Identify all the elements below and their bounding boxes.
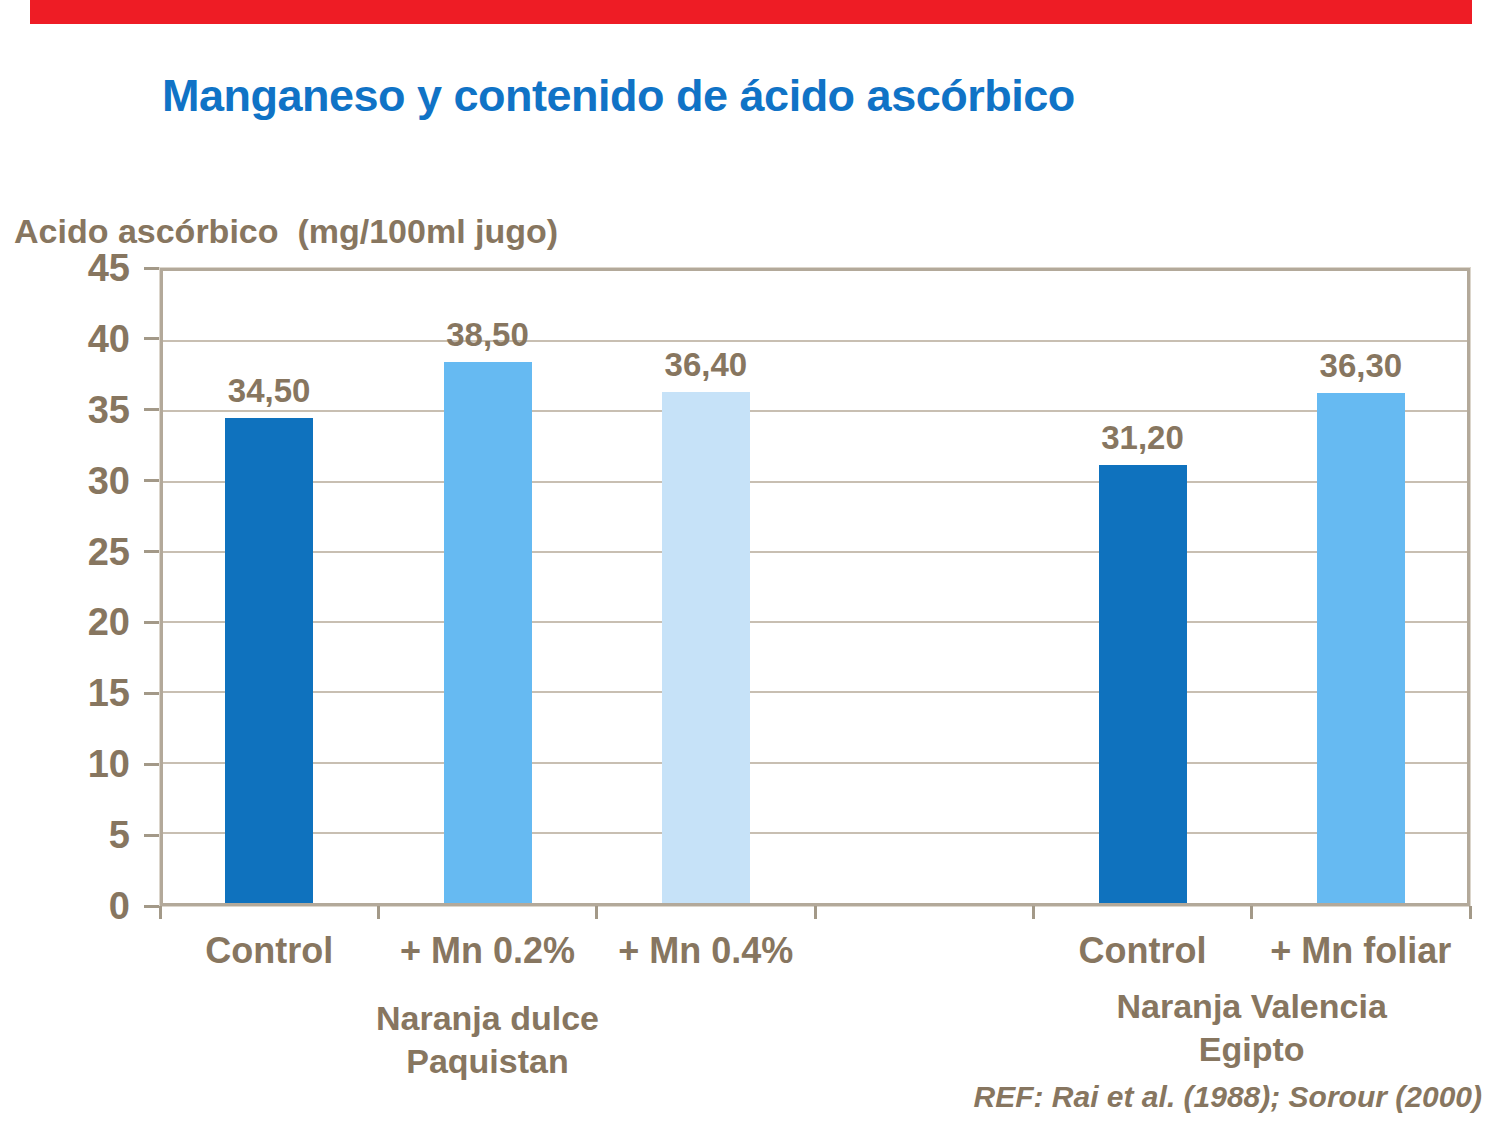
gridline-40 <box>163 340 1467 342</box>
y-tick-mark-5 <box>144 834 159 837</box>
y-tick-mark-20 <box>144 621 159 624</box>
y-tick-label-15: 15 <box>20 669 130 717</box>
y-tick-mark-15 <box>144 692 159 695</box>
gridline-10 <box>163 762 1467 764</box>
y-tick-mark-40 <box>144 337 159 340</box>
x-label-5: + Mn foliar <box>1241 930 1481 972</box>
group-label-line: Paquistan <box>258 1040 718 1083</box>
x-tick-mark-1 <box>377 906 380 919</box>
x-tick-mark-0 <box>159 906 162 919</box>
gridline-15 <box>163 691 1467 693</box>
y-tick-label-5: 5 <box>20 811 130 859</box>
bar-5 <box>1317 393 1405 903</box>
gridline-35 <box>163 410 1467 412</box>
y-tick-mark-45 <box>144 267 159 270</box>
y-tick-label-30: 30 <box>20 457 130 505</box>
y-tick-label-25: 25 <box>20 528 130 576</box>
bar-value-4: 31,20 <box>1063 418 1223 458</box>
x-label-1: Control <box>149 930 389 972</box>
group-label-line: Naranja dulce <box>258 997 718 1040</box>
bar-1 <box>225 418 313 903</box>
y-tick-label-10: 10 <box>20 740 130 788</box>
x-label-3: + Mn 0.4% <box>586 930 826 972</box>
group-label-line: Egipto <box>1022 1028 1482 1071</box>
y-tick-label-20: 20 <box>20 598 130 646</box>
bar-value-1: 34,50 <box>189 371 349 411</box>
group-label-1: Naranja dulcePaquistan <box>258 997 718 1083</box>
x-tick-mark-4 <box>1032 906 1035 919</box>
reference-note: REF: Rai et al. (1988); Sorour (2000) <box>974 1080 1482 1114</box>
x-tick-mark-6 <box>1469 906 1472 919</box>
bar-value-3: 36,40 <box>626 345 786 385</box>
top-red-banner <box>30 0 1472 24</box>
y-tick-label-45: 45 <box>20 244 130 292</box>
y-tick-label-40: 40 <box>20 315 130 363</box>
plot-area: 34,50 38,50 36,40 31,20 36,30 <box>160 268 1470 906</box>
y-tick-mark-25 <box>144 550 159 553</box>
gridline-20 <box>163 621 1467 623</box>
bar-4 <box>1099 465 1187 903</box>
chart-title: Manganeso y contenido de ácido ascórbico <box>162 70 1075 122</box>
group-label-line: Naranja Valencia <box>1022 985 1482 1028</box>
y-tick-mark-30 <box>144 479 159 482</box>
x-label-4: Control <box>1023 930 1263 972</box>
x-tick-mark-2 <box>595 906 598 919</box>
y-tick-label-0: 0 <box>20 882 130 930</box>
y-tick-label-35: 35 <box>20 386 130 434</box>
y-tick-mark-10 <box>144 763 159 766</box>
y-tick-mark-35 <box>144 408 159 411</box>
y-tick-mark-0 <box>144 905 159 908</box>
x-tick-mark-3 <box>814 906 817 919</box>
x-tick-mark-5 <box>1250 906 1253 919</box>
bar-2 <box>444 362 532 903</box>
slide: Manganeso y contenido de ácido ascórbico… <box>0 0 1501 1125</box>
gridline-5 <box>163 832 1467 834</box>
gridline-30 <box>163 481 1467 483</box>
x-label-2: + Mn 0.2% <box>368 930 608 972</box>
group-label-2: Naranja ValenciaEgipto <box>1022 985 1482 1071</box>
gridline-25 <box>163 551 1467 553</box>
bar-3 <box>662 392 750 903</box>
bar-value-2: 38,50 <box>408 315 568 355</box>
bar-value-5: 36,30 <box>1281 346 1441 386</box>
